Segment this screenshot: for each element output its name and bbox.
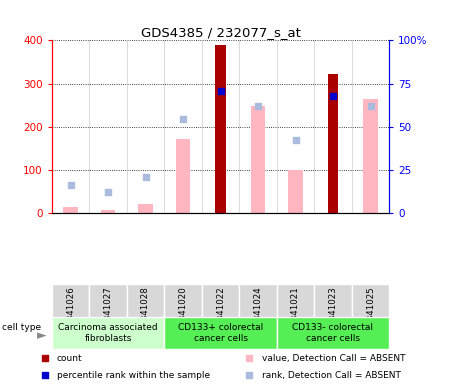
Text: GSM841020: GSM841020 [179, 286, 188, 339]
Point [142, 174, 149, 180]
FancyBboxPatch shape [314, 284, 352, 317]
Bar [139, 204, 153, 213]
Bar [288, 170, 302, 213]
Text: GSM841027: GSM841027 [104, 286, 112, 339]
Text: GSM841022: GSM841022 [216, 286, 225, 339]
Text: GSM841028: GSM841028 [141, 286, 150, 339]
Point [217, 88, 224, 94]
Point [329, 93, 337, 99]
FancyBboxPatch shape [164, 284, 202, 317]
Text: CD133- colorectal
cancer cells: CD133- colorectal cancer cells [292, 323, 374, 343]
Bar [328, 74, 338, 213]
FancyBboxPatch shape [52, 317, 164, 349]
Point [180, 116, 187, 122]
Point [367, 103, 374, 109]
Text: GSM841024: GSM841024 [253, 286, 262, 339]
Bar [63, 207, 77, 213]
FancyBboxPatch shape [239, 284, 277, 317]
Title: GDS4385 / 232077_s_at: GDS4385 / 232077_s_at [140, 26, 301, 39]
Bar [176, 139, 190, 213]
Text: GSM841025: GSM841025 [366, 286, 375, 339]
Point [292, 137, 299, 143]
Bar [101, 210, 115, 213]
Text: cell type: cell type [2, 323, 41, 332]
Text: GSM841021: GSM841021 [291, 286, 300, 339]
Text: percentile rank within the sample: percentile rank within the sample [57, 371, 210, 380]
Point [246, 372, 253, 379]
Text: GSM841026: GSM841026 [66, 286, 75, 339]
Point [41, 372, 48, 379]
Text: GSM841023: GSM841023 [328, 286, 338, 339]
FancyBboxPatch shape [202, 284, 239, 317]
FancyBboxPatch shape [352, 284, 389, 317]
Point [41, 355, 48, 361]
Text: Carcinoma associated
fibroblasts: Carcinoma associated fibroblasts [58, 323, 158, 343]
FancyBboxPatch shape [277, 317, 389, 349]
Text: rank, Detection Call = ABSENT: rank, Detection Call = ABSENT [261, 371, 400, 380]
Text: CD133+ colorectal
cancer cells: CD133+ colorectal cancer cells [178, 323, 263, 343]
Point [246, 355, 253, 361]
Text: count: count [57, 354, 82, 362]
Text: value, Detection Call = ABSENT: value, Detection Call = ABSENT [261, 354, 405, 362]
FancyBboxPatch shape [89, 284, 127, 317]
Point [104, 189, 112, 195]
FancyBboxPatch shape [277, 284, 314, 317]
FancyBboxPatch shape [127, 284, 164, 317]
Point [67, 182, 74, 188]
Point [254, 103, 261, 109]
FancyBboxPatch shape [164, 317, 277, 349]
Bar [215, 45, 226, 213]
Bar [251, 106, 265, 213]
Bar [364, 99, 378, 213]
Text: ►: ► [36, 329, 46, 342]
FancyBboxPatch shape [52, 284, 89, 317]
